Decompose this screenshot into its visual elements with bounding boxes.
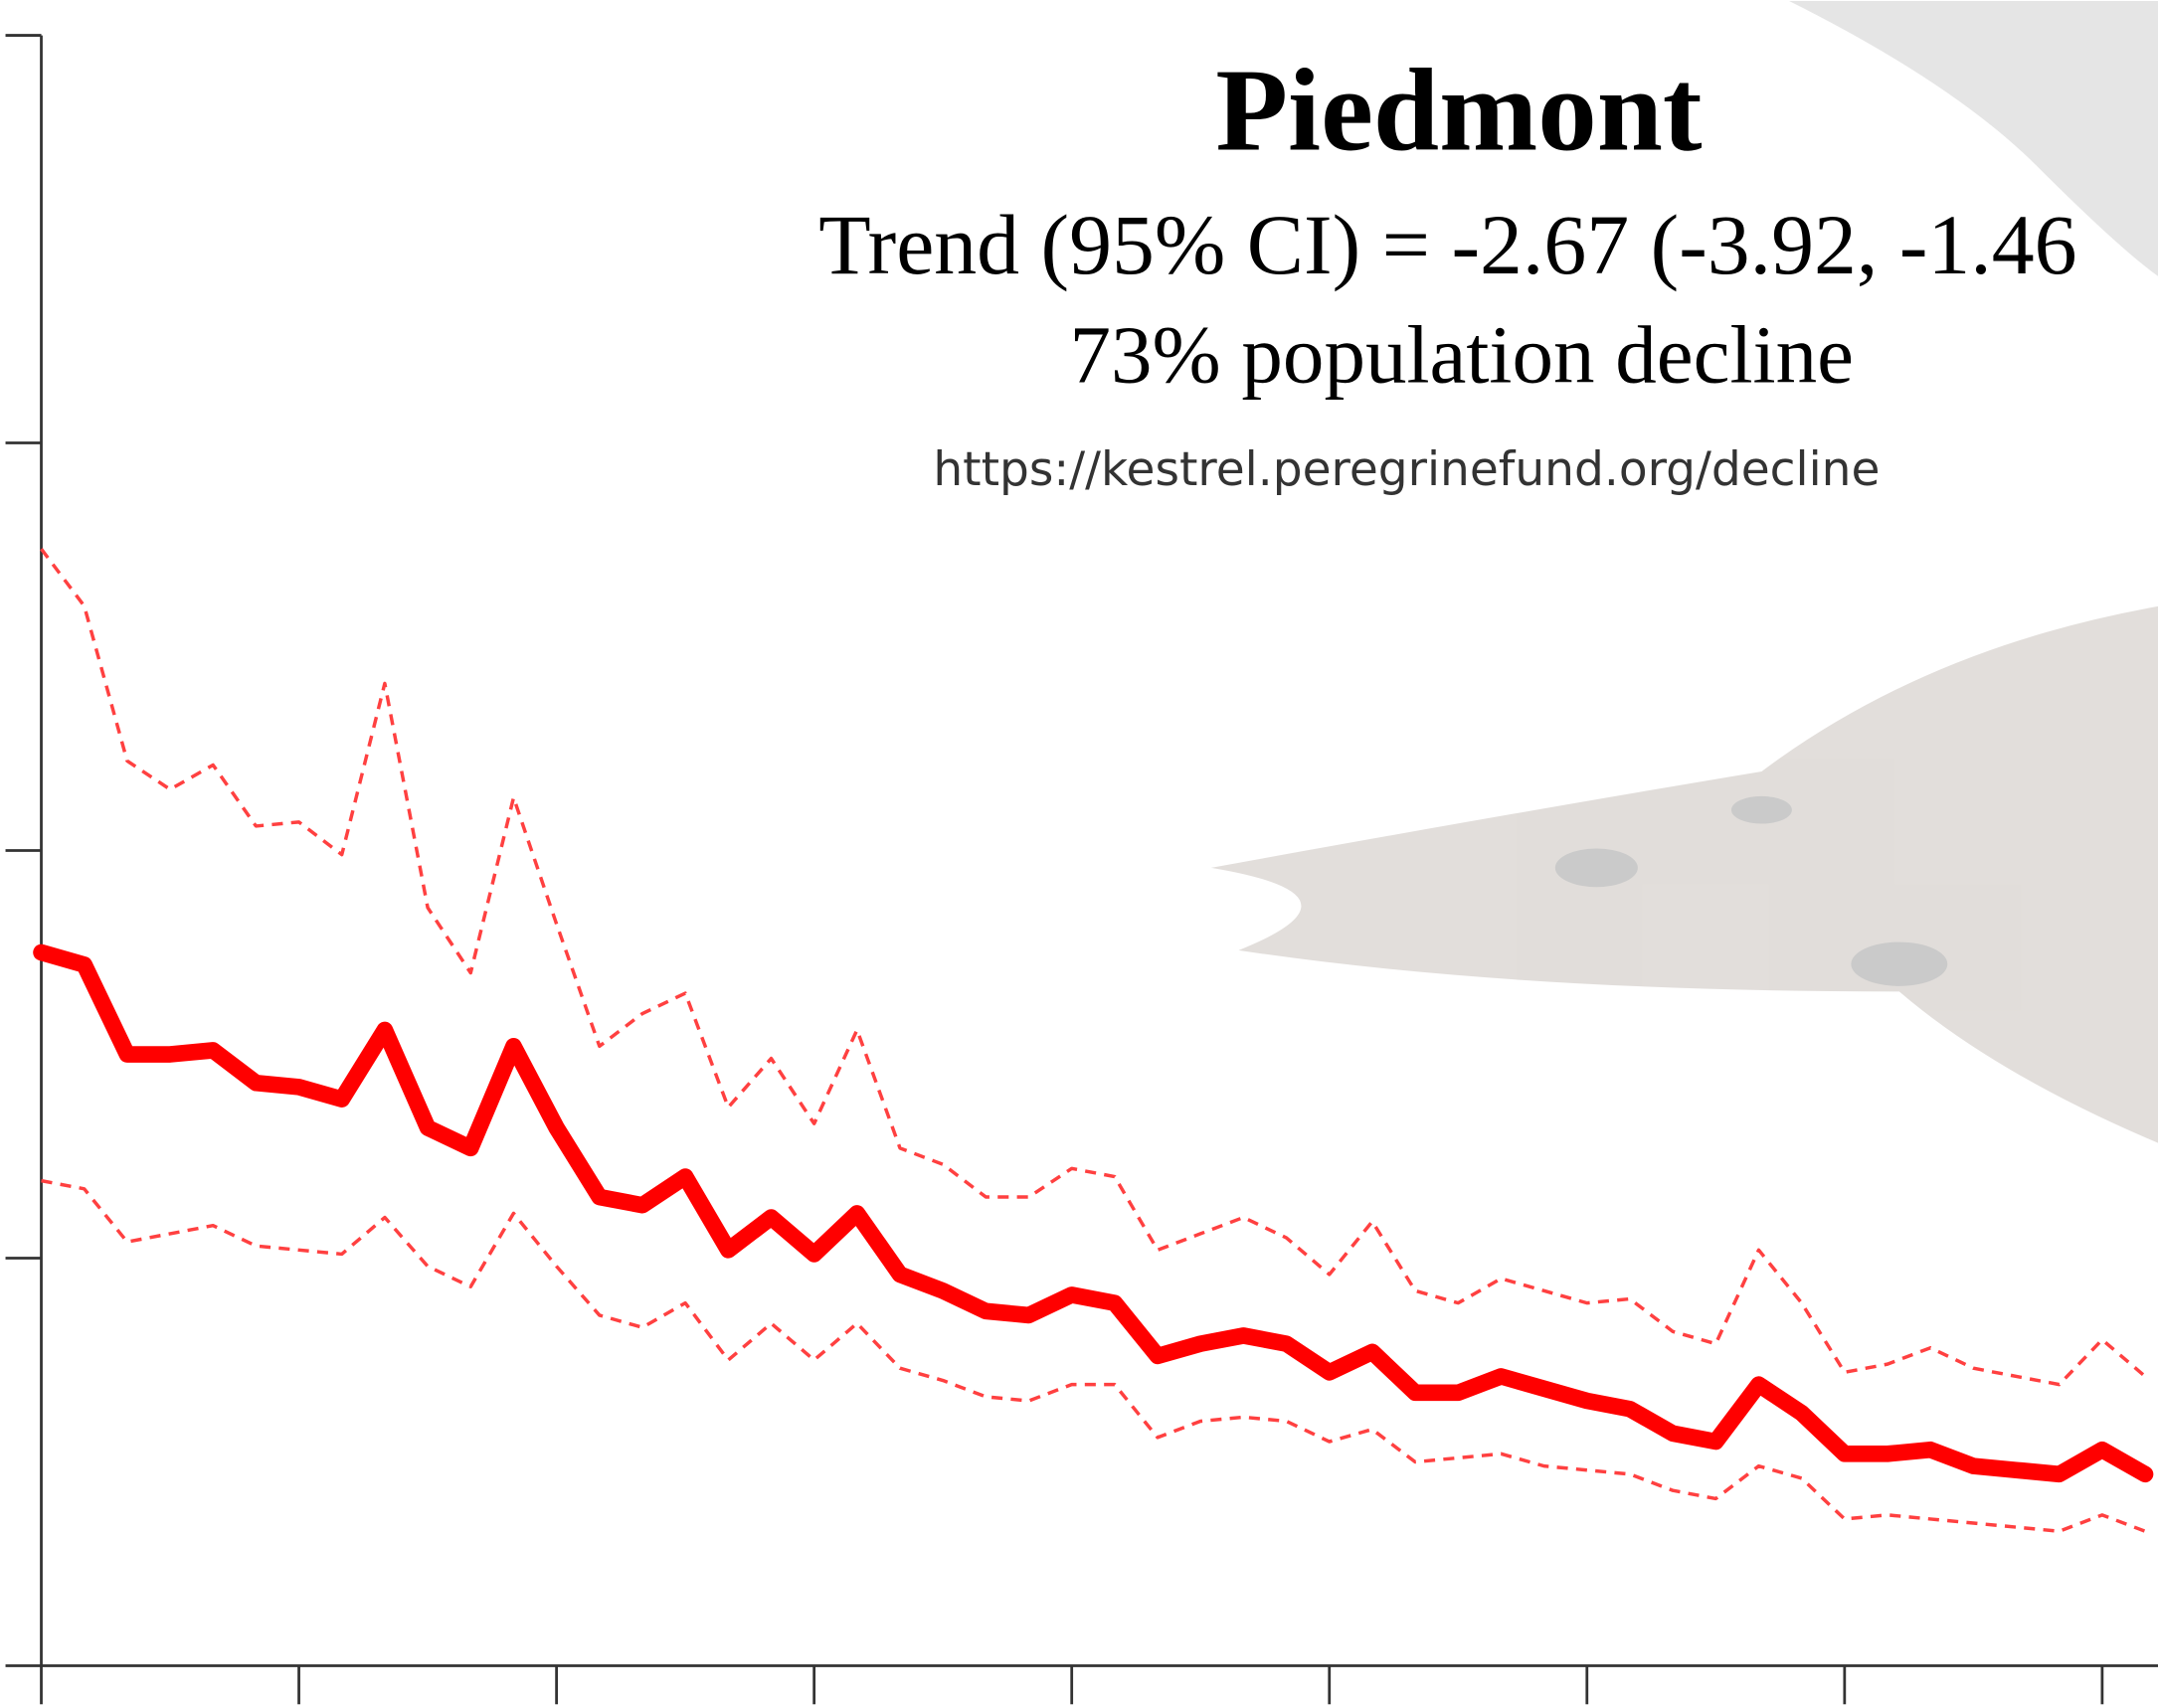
- annotation: Trend (95% CI) = -2.67 (-3.92, -1.46: [818, 198, 2076, 292]
- bird-wing: [1210, 605, 2158, 1143]
- annotation: https://kestrel.peregrinefund.org/declin…: [933, 442, 1880, 497]
- bird-spot: [1730, 795, 1792, 824]
- annotation: 73% population decline: [1070, 308, 1854, 400]
- bird-shape: [1789, 0, 2158, 276]
- chart-title: Piedmont: [1215, 44, 1703, 175]
- ci-line: [41, 1178, 2146, 1533]
- ci-line: [40, 548, 2147, 1387]
- bird-spot: [1554, 848, 1638, 888]
- trend-line: [33, 943, 2154, 1483]
- bird-spot: [1851, 941, 1948, 986]
- background-bird: [1210, 0, 2158, 1143]
